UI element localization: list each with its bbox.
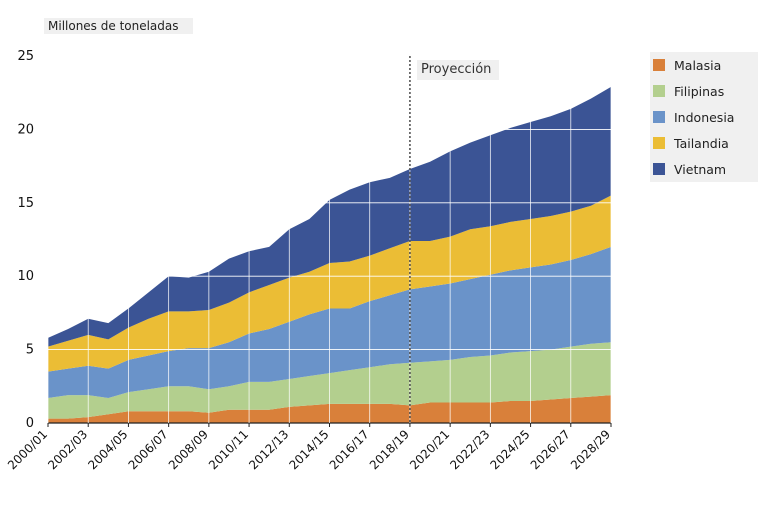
legend: Malasia Filipinas Indonesia Tailandia Vi… [650, 52, 758, 182]
legend-label: Indonesia [674, 109, 735, 125]
x-tick-label: 2000/01 [5, 427, 50, 472]
legend-swatch [653, 85, 665, 97]
legend-item-indonesia: Indonesia [650, 104, 758, 130]
legend-item-malasia: Malasia [650, 52, 758, 78]
x-tick-label: 2018/19 [367, 427, 412, 472]
legend-label: Tailandia [674, 135, 729, 151]
x-tick-label: 2022/23 [447, 427, 492, 472]
legend-swatch [653, 137, 665, 149]
legend-swatch [653, 163, 665, 175]
x-tick-label: 2016/17 [327, 427, 372, 472]
x-tick-label: 2012/13 [246, 427, 291, 472]
y-tick-label: 10 [17, 269, 34, 284]
projection-label: Proyección [417, 60, 500, 80]
legend-swatch [653, 111, 665, 123]
x-tick-label: 2024/25 [488, 427, 533, 472]
y-axis-unit-label: Millones de toneladas [44, 18, 193, 34]
legend-item-tailandia: Tailandia [650, 130, 758, 156]
legend-swatch [653, 59, 665, 71]
x-tick-label: 2028/29 [568, 427, 613, 472]
x-tick-label: 2020/21 [407, 427, 452, 472]
x-tick-label: 2026/27 [528, 427, 573, 472]
y-tick-label: 25 [17, 49, 34, 64]
y-tick-label: 15 [17, 196, 34, 211]
x-tick-label: 2014/15 [286, 427, 331, 472]
x-tick-label: 2008/09 [166, 427, 211, 472]
y-tick-label: 5 [26, 343, 34, 358]
x-tick-label: 2004/05 [85, 427, 130, 472]
legend-label: Vietnam [674, 161, 727, 177]
legend-item-filipinas: Filipinas [650, 78, 758, 104]
y-tick-label: 20 [17, 122, 34, 137]
x-tick-label: 2002/03 [45, 427, 90, 472]
x-tick-label: 2006/07 [126, 427, 171, 472]
legend-label: Malasia [674, 57, 722, 73]
legend-item-vietnam: Vietnam [650, 156, 758, 182]
y-tick-label: 0 [26, 416, 34, 431]
legend-label: Filipinas [674, 83, 725, 99]
x-tick-label: 2010/11 [206, 427, 251, 472]
